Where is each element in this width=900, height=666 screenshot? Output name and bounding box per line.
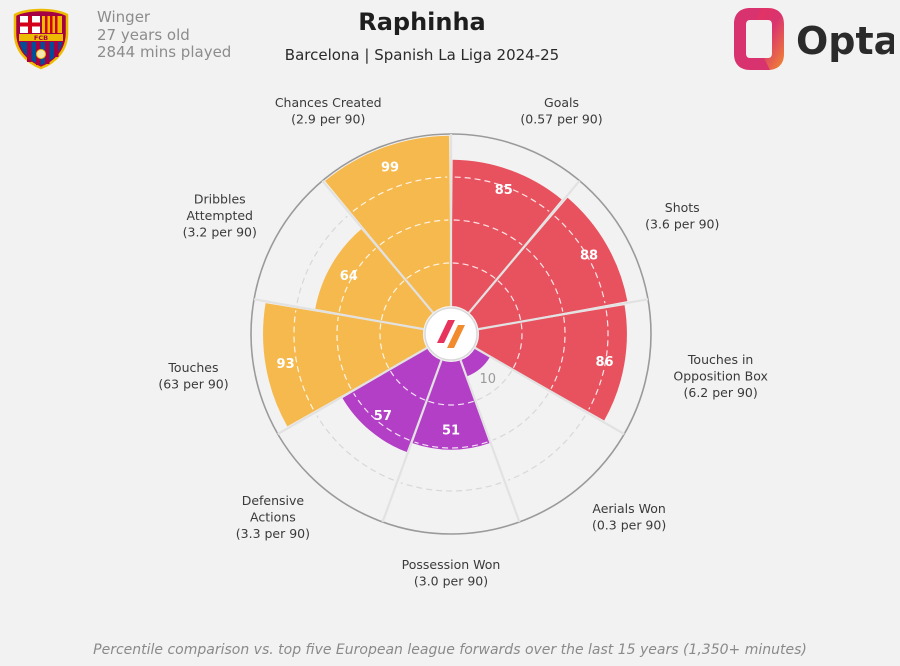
gridline-25-chances-created [406, 262, 450, 280]
gridline-75-goals [454, 176, 550, 212]
category-label-line: (63 per 90) [158, 377, 228, 392]
radar-value-labels: 85 88 86 10 51 57 93 64 99 [277, 160, 614, 438]
category-label-line: Possession Won [402, 557, 501, 572]
divider-line [474, 347, 625, 435]
divider-line [468, 180, 581, 314]
gridline-25-touches-in-opposition-box [512, 323, 523, 369]
gridline-75-aerials-won [507, 415, 586, 481]
gridline-75-dribbles-attempted [296, 215, 348, 304]
divider-line [478, 298, 649, 331]
category-label-touches-in-opposition-box: Touches in Opposition Box (6.2 per 90) [673, 352, 768, 400]
gridline-75-touches [293, 310, 314, 410]
category-label-line: (0.3 per 90) [592, 518, 666, 533]
radar-gridlines [293, 176, 609, 492]
category-label-goals: Goals (0.57 per 90) [520, 95, 602, 127]
category-label-line: Goals [544, 95, 579, 110]
player-age: 27 years old [97, 25, 190, 44]
gridline-25-possession-won [428, 400, 474, 406]
gridline-25-defensive-actions [389, 370, 426, 401]
segment-shots [469, 197, 628, 329]
radar-dividers [250, 133, 652, 535]
page-title: Raphinha [358, 8, 486, 36]
center-circle [424, 307, 478, 361]
category-label-possession-won: Possession Won (3.0 per 90) [402, 557, 501, 589]
center-opta-icon [424, 307, 478, 361]
gridline-75-chances-created [352, 176, 448, 212]
divider-line [277, 347, 428, 435]
category-label-shots: Shots (3.6 per 90) [645, 200, 719, 232]
gridline-25-aerials-won [476, 370, 513, 401]
category-label-line: Defensive [242, 493, 305, 508]
category-label-line: Aerials Won [592, 501, 665, 516]
segment-dribbles-attempted [315, 229, 433, 329]
value-label-touches-in-opposition-box: 86 [596, 355, 614, 370]
opta-wordmark: Opta [796, 19, 894, 63]
center-slash-left [437, 320, 455, 343]
category-label-dribbles-attempted: Dribbles Attempted (3.2 per 90) [183, 192, 257, 240]
gridline-25-goals [452, 262, 496, 280]
category-label-line: (0.57 per 90) [520, 112, 602, 127]
gridline-25-touches [379, 323, 390, 369]
value-label-goals: 85 [495, 183, 513, 198]
segment-goals [451, 159, 562, 313]
value-label-dribbles-attempted: 64 [340, 269, 358, 284]
category-label-touches: Touches (63 per 90) [158, 360, 228, 392]
divider-line [381, 359, 443, 523]
segment-aerials-won [460, 348, 490, 377]
crest-lettering: FCB [34, 34, 48, 42]
value-label-touches: 93 [277, 357, 295, 372]
gridline-25-shots [497, 280, 522, 321]
value-label-shots: 88 [580, 248, 598, 263]
gridline-75-possession-won [400, 482, 502, 492]
category-label-line: (6.2 per 90) [684, 385, 758, 400]
category-label-chances-created: Chances Created (2.9 per 90) [275, 95, 382, 127]
gridline-50-aerials-won [492, 392, 549, 441]
category-label-line: Dribbles [194, 192, 246, 207]
category-label-aerials-won: Aerials Won (0.3 per 90) [592, 501, 666, 533]
divider-line [253, 298, 424, 331]
category-label-line: Touches in [687, 352, 753, 367]
category-label-line: Actions [250, 509, 296, 524]
segment-touches [263, 303, 427, 427]
category-label-line: Shots [665, 200, 700, 215]
category-label-line: (3.2 per 90) [183, 225, 257, 240]
gridline-75-defensive-actions [316, 415, 395, 481]
gridline-75-shots [554, 215, 606, 304]
value-label-chances-created: 99 [381, 160, 399, 175]
category-label-line: Chances Created [275, 95, 382, 110]
value-label-aerials-won: 10 [479, 372, 496, 387]
page-subtitle: Barcelona | Spanish La Liga 2024-25 [284, 46, 560, 64]
category-label-line: (2.9 per 90) [291, 112, 365, 127]
value-label-defensive-actions: 57 [374, 409, 392, 424]
category-label-line: (3.6 per 90) [645, 216, 719, 231]
gridline-75-touches-in-opposition-box [588, 310, 609, 410]
divider-line [459, 359, 521, 523]
category-label-line: Touches [167, 360, 218, 375]
category-label-defensive-actions: Defensive Actions (3.3 per 90) [236, 493, 310, 541]
opta-logo: Opta [734, 8, 894, 70]
player-minutes: 2844 mins played [97, 43, 232, 61]
category-label-line: (3.0 per 90) [414, 573, 488, 588]
value-label-possession-won: 51 [442, 424, 460, 439]
divider-line [321, 180, 434, 314]
center-slash-right [447, 325, 465, 348]
gridline-25-dribbles-attempted [380, 280, 405, 321]
segment-defensive-actions [342, 348, 442, 453]
radar-category-labels: Goals (0.57 per 90) Shots (3.6 per 90) Touch… [158, 95, 768, 588]
player-info: Winger 27 years old 2844 mins played [97, 8, 232, 62]
category-label-line: (3.3 per 90) [236, 526, 310, 541]
player-position: Winger [97, 8, 151, 26]
category-label-line: Attempted [187, 208, 253, 223]
club-crest-logo: FCB [13, 8, 69, 70]
footnote: Percentile comparison vs. top five Europ… [93, 642, 807, 658]
category-label-line: Opposition Box [673, 368, 768, 383]
segment-touches-in-opposition-box [475, 305, 627, 421]
